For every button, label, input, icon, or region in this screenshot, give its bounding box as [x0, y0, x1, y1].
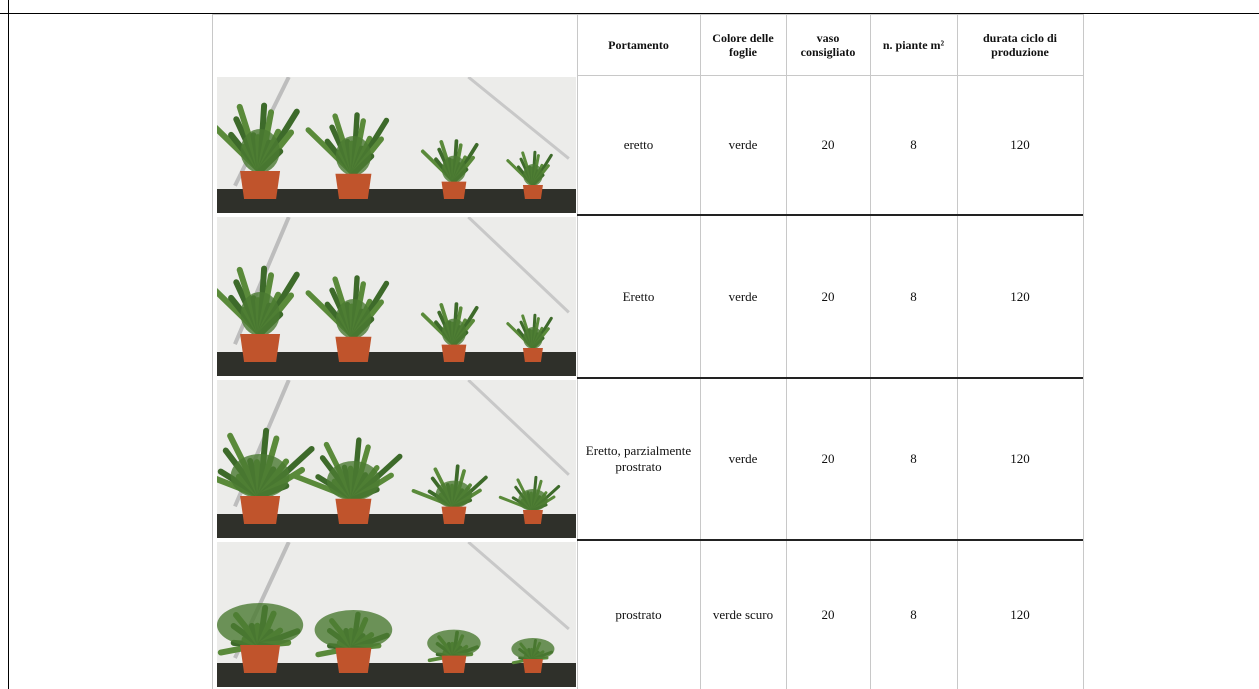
table-cell: 8 — [910, 288, 917, 304]
table-cell: 8 — [910, 606, 917, 622]
plant-photo — [217, 542, 576, 687]
column-rule — [786, 14, 787, 689]
column-rule — [700, 14, 701, 689]
table-cell: 20 — [821, 137, 835, 152]
table-cell: 8 — [910, 137, 917, 152]
table-cell: verde — [728, 451, 758, 466]
row-rule — [577, 75, 1083, 76]
column-rule — [212, 14, 213, 689]
column-header: Portamento — [608, 37, 669, 52]
table-cell: verde scuro — [712, 606, 774, 622]
table-cell: 8 — [910, 451, 917, 466]
column-header: Colore delle foglie — [712, 30, 774, 59]
table-cell: 20 — [821, 606, 835, 622]
plant-photo — [217, 77, 576, 213]
frame-top — [0, 13, 1259, 14]
plant-photo — [217, 217, 576, 376]
table-cell: Eretto, parzialmente prostrato — [585, 443, 692, 474]
row-rule — [577, 539, 1083, 541]
table-cell: 120 — [1010, 288, 1030, 304]
table-cell: 120 — [1010, 606, 1030, 622]
table-cell: 20 — [821, 451, 835, 466]
row-rule — [577, 377, 1083, 379]
row-rule — [212, 14, 1083, 15]
column-rule — [957, 14, 958, 689]
table-cell: eretto — [623, 137, 654, 152]
frame-left — [8, 0, 9, 689]
table-cell: 20 — [821, 288, 835, 304]
table-cell: verde — [728, 137, 758, 152]
column-header: durata ciclo di produzione — [983, 30, 1057, 59]
table-cell: 120 — [1010, 451, 1030, 466]
column-rule — [1083, 14, 1084, 689]
table-cell: verde — [728, 288, 758, 304]
table-cell: Eretto — [622, 288, 655, 304]
plant-photo — [217, 380, 576, 538]
row-rule — [577, 214, 1083, 216]
table-cell: 120 — [1010, 137, 1030, 152]
table-cell: prostrato — [615, 606, 662, 622]
column-header: vaso consigliato — [800, 30, 856, 59]
column-header: n. piante m² — [882, 37, 945, 52]
column-rule — [577, 14, 578, 689]
column-rule — [870, 14, 871, 689]
